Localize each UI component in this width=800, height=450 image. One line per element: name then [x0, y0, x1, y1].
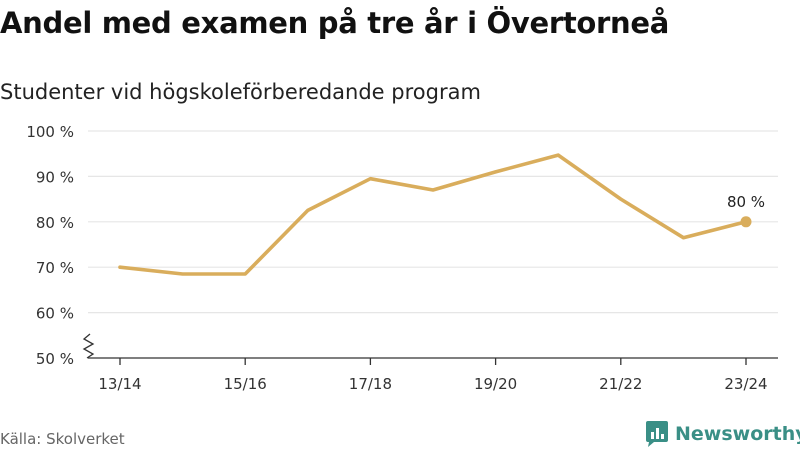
chart-title: Andel med examen på tre år i Övertorneå [0, 6, 670, 40]
y-tick-label: 80 % [36, 214, 74, 232]
x-tick-label: 17/18 [349, 375, 392, 393]
source-note: Källa: Skolverket [0, 430, 125, 448]
newsworthy-logo-icon [646, 421, 668, 447]
brand-name: Newsworthy [675, 423, 800, 445]
x-tick-label: 23/24 [724, 375, 767, 393]
chart-subtitle: Studenter vid högskoleförberedande progr… [0, 80, 481, 104]
y-tick-label: 60 % [36, 305, 74, 323]
y-tick-label: 90 % [36, 168, 74, 186]
x-tick-label: 21/22 [599, 375, 642, 393]
x-tick-label: 15/16 [224, 375, 267, 393]
y-tick-label: 70 % [36, 259, 74, 277]
brand-logo: Newsworthy [644, 420, 800, 448]
x-tick-label: 19/20 [474, 375, 517, 393]
axis-break-icon [82, 333, 95, 359]
series-line [118, 153, 748, 276]
x-tick-label: 13/14 [98, 375, 141, 393]
data-label: 80 % [727, 193, 765, 211]
y-tick-label: 100 % [26, 123, 74, 141]
data-point [740, 216, 752, 228]
y-tick-label: 50 % [36, 350, 74, 368]
